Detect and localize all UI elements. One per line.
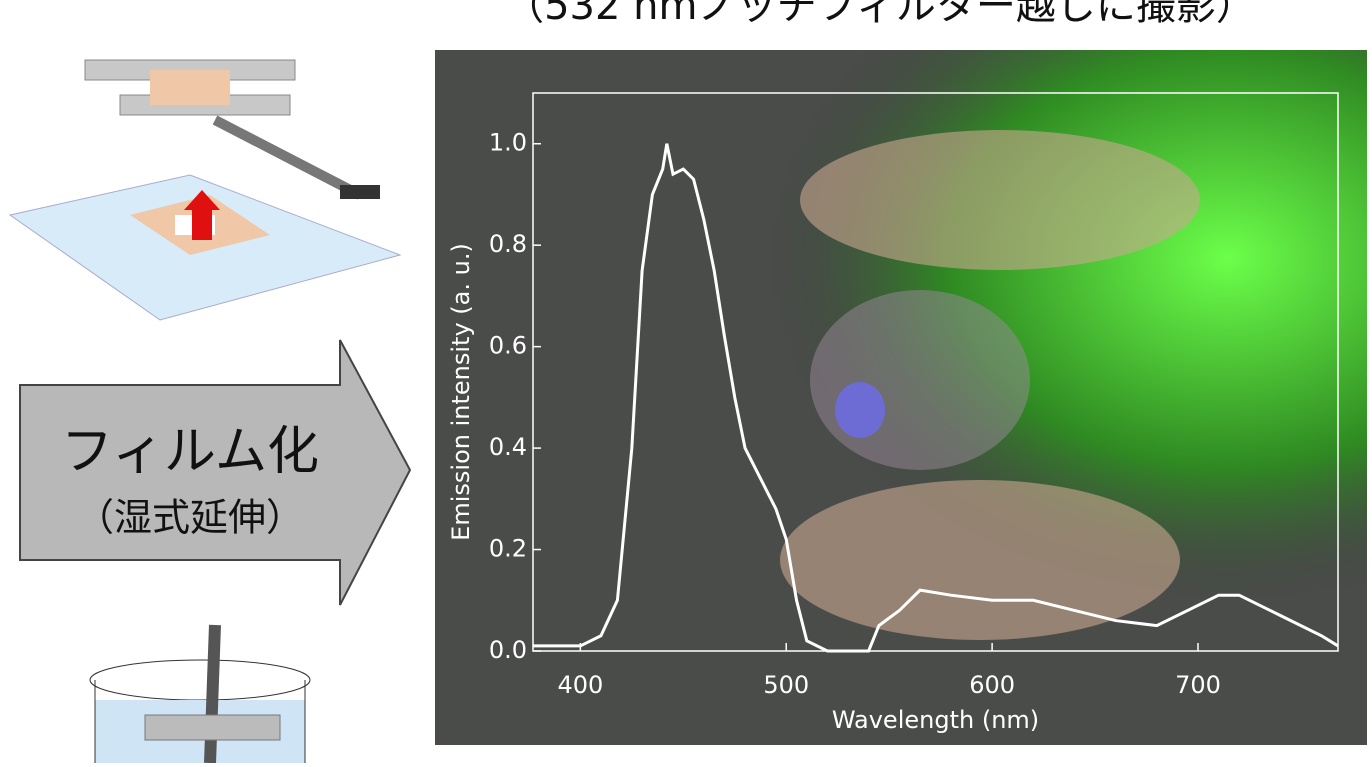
- y-tick-label: 0.8: [489, 230, 527, 258]
- apparatus-top: [10, 60, 400, 320]
- y-tick-label: 0.0: [489, 636, 527, 664]
- x-tick-label: 500: [763, 671, 809, 699]
- figure: （532 nmノッチフィルター越しに撮影） フィルム化 （湿式延伸） 0.0 0.…: [0, 0, 1372, 763]
- y-axis-label: Emission intensity (a. u.): [447, 243, 475, 541]
- photo: [435, 50, 1367, 745]
- caption: （532 nmノッチフィルター越しに撮影）: [504, 0, 1256, 29]
- page: {"caption": "（532 nmノッチフィルター越しに撮影）", "ar…: [0, 0, 1372, 763]
- arrow-sublabel: （湿式延伸）: [76, 496, 304, 540]
- x-tick-label: 700: [1175, 671, 1221, 699]
- y-tick-label: 0.6: [489, 332, 527, 360]
- x-tick-label: 400: [557, 671, 603, 699]
- arrow-label: フィルム化: [61, 422, 319, 482]
- y-tick-label: 0.2: [489, 535, 527, 563]
- x-axis-label: Wavelength (nm): [832, 706, 1039, 734]
- apparatus-bottom: [90, 625, 310, 763]
- y-tick-label: 0.4: [489, 433, 527, 461]
- x-tick-label: 600: [969, 671, 1015, 699]
- y-tick-label: 1.0: [489, 129, 527, 157]
